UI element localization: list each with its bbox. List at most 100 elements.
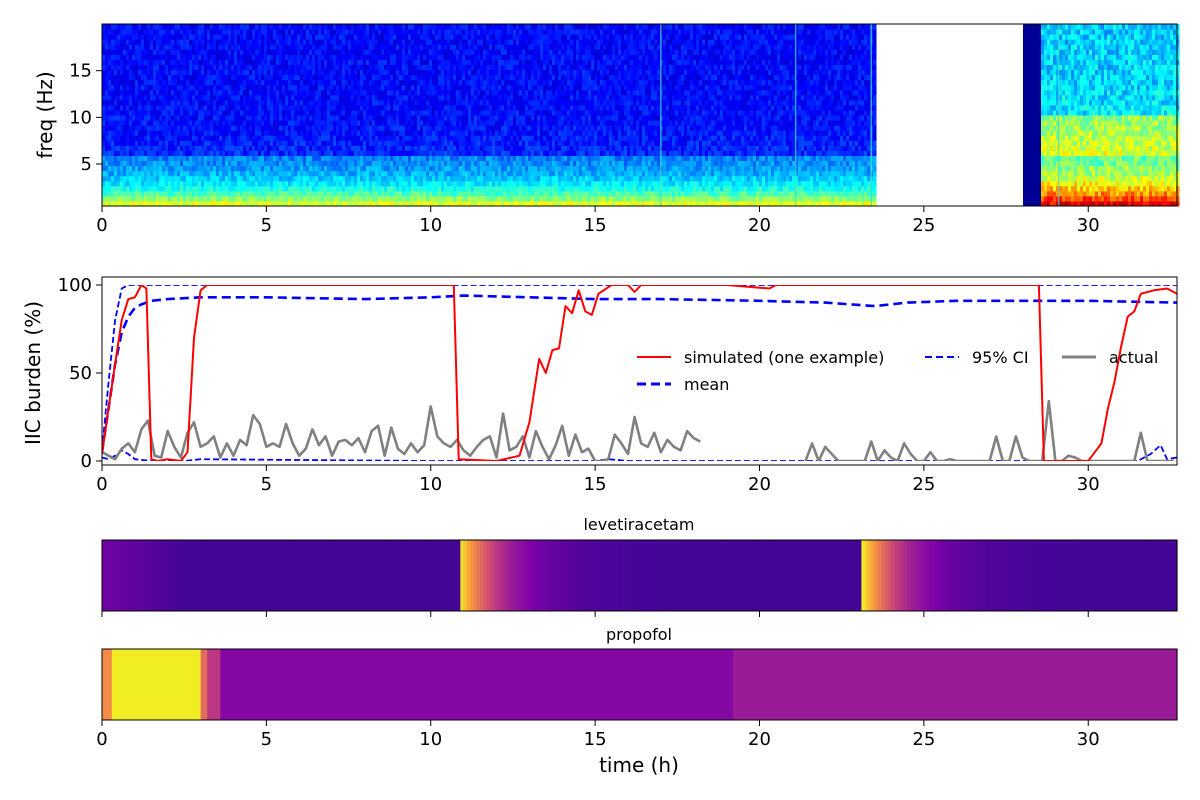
spectrogram-cell xyxy=(261,135,265,141)
spectrogram-cell xyxy=(384,145,388,151)
spectrogram-cell xyxy=(510,155,514,161)
spectrogram-cell xyxy=(216,94,220,101)
spectrogram-cell xyxy=(384,180,388,187)
spectrogram-cell xyxy=(468,59,472,65)
spectrogram-cell xyxy=(417,94,421,101)
spectrogram-cell xyxy=(168,160,172,167)
spectrogram-cell xyxy=(390,145,394,151)
spectrogram-cell xyxy=(360,74,364,81)
spectrogram-cell xyxy=(210,94,214,101)
spectrogram-cell xyxy=(381,44,385,50)
spectrogram-cell xyxy=(141,140,145,146)
spectrogram-cell xyxy=(366,155,370,161)
spectrogram-cell xyxy=(462,89,466,96)
spectrogram-cell xyxy=(330,170,334,177)
spectrogram-cell xyxy=(414,84,418,91)
spectrogram-cell xyxy=(327,160,331,167)
spectrogram-cell xyxy=(306,155,310,161)
spectrogram-cell xyxy=(156,145,160,151)
spectrogram-cell xyxy=(300,89,304,96)
spectrogram-cell xyxy=(369,54,373,60)
spectrogram-cell xyxy=(288,29,292,35)
spectrogram-cell xyxy=(144,79,148,86)
spectrogram-cell xyxy=(222,130,226,136)
spectrogram-cell xyxy=(285,115,289,121)
spectrogram-cell xyxy=(303,170,307,177)
spectrogram-cell xyxy=(210,39,214,45)
spectrogram-cell xyxy=(459,109,463,116)
spectrogram-cell xyxy=(279,125,283,131)
spectrogram-cell xyxy=(336,180,340,187)
spectrogram-cell xyxy=(285,185,289,192)
spectrogram-cell xyxy=(390,140,394,146)
spectrogram-cell xyxy=(405,130,409,136)
spectrogram-cell xyxy=(321,54,325,60)
spectrogram-cell xyxy=(171,185,175,192)
spectrogram-cell xyxy=(351,190,355,197)
spectrogram-cell xyxy=(483,145,487,151)
spectrogram-cell xyxy=(117,44,121,50)
spectrogram-cell xyxy=(237,195,241,202)
spectrogram-cell xyxy=(369,109,373,116)
spectrogram-cell xyxy=(153,54,157,60)
spectrogram-cell xyxy=(120,74,124,81)
spectrogram-cell xyxy=(186,79,190,86)
spectrogram-cell xyxy=(216,120,220,126)
spectrogram-cell xyxy=(258,125,262,131)
spectrogram-cell xyxy=(252,34,256,40)
spectrogram-cell xyxy=(219,150,223,156)
spectrogram-cell xyxy=(108,185,112,192)
spectrogram-cell xyxy=(186,180,190,187)
spectrogram-cell xyxy=(423,135,427,141)
spectrogram-cell xyxy=(489,175,493,182)
spectrogram-cell xyxy=(270,44,274,50)
spectrogram-cell xyxy=(183,145,187,151)
spectrogram-cell xyxy=(333,140,337,146)
spectrogram-cell xyxy=(315,94,319,101)
spectrogram-cell xyxy=(495,34,499,40)
spectrogram-cell xyxy=(339,165,343,172)
spectrogram-cell xyxy=(177,44,181,50)
spectrogram-cell xyxy=(351,120,355,126)
spectrogram-cell xyxy=(459,165,463,172)
spectrogram-cell xyxy=(210,84,214,91)
spectrogram-cell xyxy=(129,135,133,141)
spectrogram-cell xyxy=(429,125,433,131)
spectrogram-cell xyxy=(291,59,295,65)
spectrogram-cell xyxy=(513,109,517,116)
spectrogram-cell xyxy=(462,200,466,207)
spectrogram-cell xyxy=(132,130,136,136)
spectrogram-cell xyxy=(264,64,268,70)
spectrogram-cell xyxy=(387,150,391,156)
spectrogram-cell xyxy=(186,89,190,96)
spectrogram-cell xyxy=(243,190,247,197)
spectrogram-cell xyxy=(321,89,325,96)
spectrogram-cell xyxy=(192,69,196,76)
spectrogram-cell xyxy=(282,140,286,146)
spectrogram-cell xyxy=(378,44,382,50)
spectrogram-cell xyxy=(411,109,415,116)
spectrogram-cell xyxy=(456,64,460,70)
spectrogram-cell xyxy=(153,29,157,35)
spectrogram-cell xyxy=(165,135,169,141)
spectrogram-cell xyxy=(396,99,400,106)
spectrogram-cell xyxy=(480,54,484,60)
spectrogram-cell xyxy=(153,44,157,50)
spectrogram-cell xyxy=(270,79,274,86)
spectrogram-cell xyxy=(312,34,316,40)
spectrogram-cell xyxy=(120,89,124,96)
spectrogram-cell xyxy=(468,180,472,187)
spectrogram-cell xyxy=(450,185,454,192)
spectrogram-cell xyxy=(384,165,388,172)
spectrogram-cell xyxy=(366,79,370,86)
spectrogram-cell xyxy=(153,89,157,96)
spectrogram-cell xyxy=(231,74,235,81)
spectrogram-cell xyxy=(150,104,154,111)
spectrogram-cell xyxy=(324,155,328,161)
spectrogram-cell xyxy=(321,135,325,141)
spectrogram-cell xyxy=(405,170,409,177)
spectrogram-cell xyxy=(102,130,106,136)
spectrogram-cell xyxy=(195,99,199,106)
spectrogram-cell xyxy=(111,34,115,40)
spectrogram-cell xyxy=(372,49,376,55)
